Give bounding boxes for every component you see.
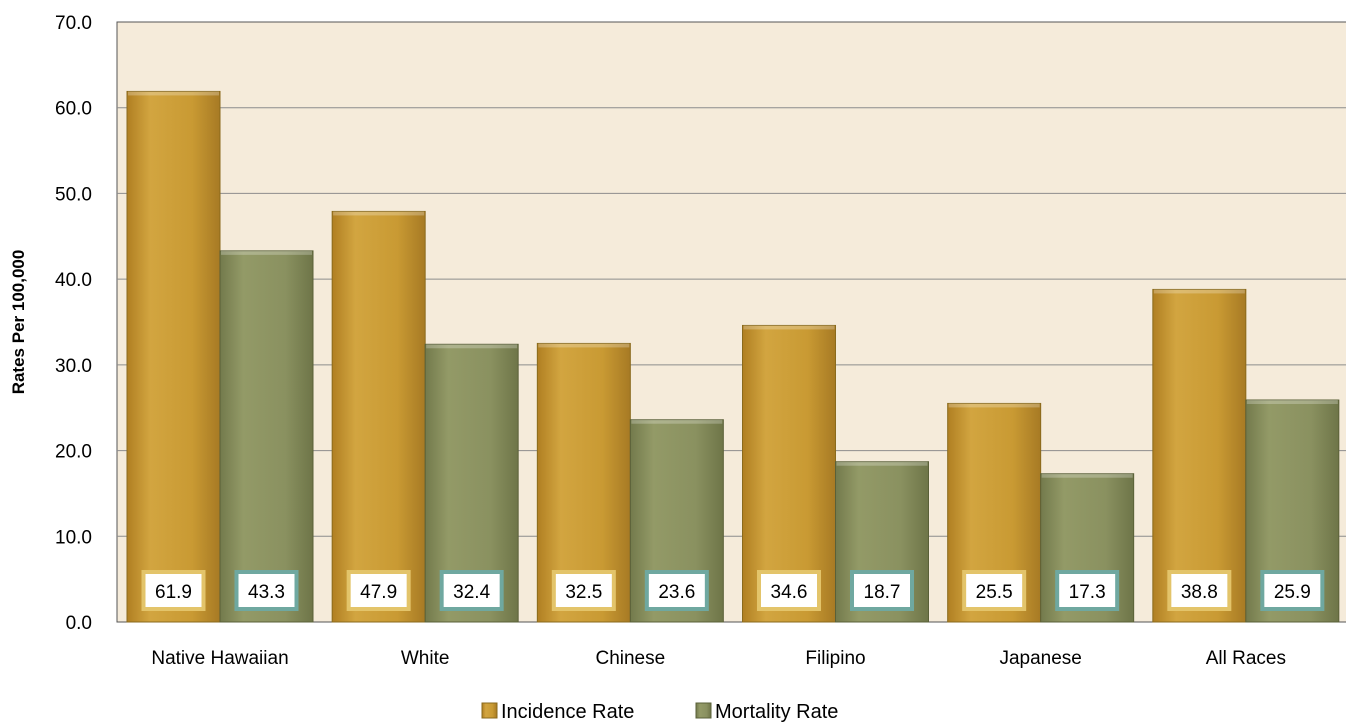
data-label-box xyxy=(1167,570,1232,611)
data-label-box xyxy=(962,570,1027,611)
legend-item-incidence: Incidence Rate xyxy=(481,701,634,723)
x-category-label: All Races xyxy=(1206,648,1286,669)
gridlines xyxy=(117,107,1346,537)
y-axis-ticks: 0.0 10.0 20.0 30.0 40.0 50.0 60.0 70.0 xyxy=(55,13,92,634)
bar-highlight xyxy=(948,403,1040,408)
data-label-box xyxy=(346,570,411,611)
x-category-label: White xyxy=(401,648,450,669)
bar-mortality xyxy=(219,250,314,623)
data-label-box xyxy=(439,570,504,611)
data-label: 38.8 xyxy=(1181,582,1218,603)
y-tick-label: 0.0 xyxy=(66,613,92,634)
bar-highlight xyxy=(128,91,219,96)
data-label-box xyxy=(850,570,914,611)
data-label-box xyxy=(234,570,299,611)
bar-highlight xyxy=(1153,289,1245,294)
bar-highlight xyxy=(1246,400,1338,404)
data-label-box xyxy=(1055,570,1120,611)
data-label: 34.6 xyxy=(771,582,808,603)
bar-highlight xyxy=(426,344,518,349)
data-label-box xyxy=(757,570,821,611)
bar-highlight xyxy=(631,419,723,424)
data-label: 47.9 xyxy=(360,582,397,603)
y-axis-title: Rates Per 100,000 xyxy=(9,250,28,395)
plot-area xyxy=(116,21,1346,623)
legend-item-mortality: Mortality Rate xyxy=(695,701,838,723)
legend-swatch-mortality xyxy=(695,702,712,719)
x-category-label: Native Hawaiian xyxy=(151,648,288,669)
data-label: 32.5 xyxy=(565,582,602,603)
x-category-label: Japanese xyxy=(999,648,1081,669)
bar-highlight xyxy=(221,250,312,255)
y-tick-label: 40.0 xyxy=(55,270,92,291)
data-label: 25.9 xyxy=(1274,582,1311,603)
bar-incidence xyxy=(331,210,426,623)
bar-highlight xyxy=(1041,473,1133,478)
data-label: 23.6 xyxy=(658,582,695,603)
data-label-box xyxy=(644,570,709,611)
y-tick-label: 30.0 xyxy=(55,356,92,377)
data-label: 25.5 xyxy=(976,582,1013,603)
x-axis-categories: Native Hawaiian White Chinese Filipino Japan… xyxy=(151,648,1286,669)
data-labels: 61.9 43.3 47.9 32.4 32.5 23.6 34.6 18.7 25.5 17.3… xyxy=(141,570,1325,611)
data-label: 18.7 xyxy=(864,582,901,603)
legend-swatch-incidence xyxy=(481,702,498,719)
y-tick-label: 60.0 xyxy=(55,99,92,120)
legend: Incidence Rate Mortality Rate xyxy=(481,701,838,723)
x-category-label: Chinese xyxy=(595,648,665,669)
legend-label-mortality: Mortality Rate xyxy=(715,701,838,723)
bar-highlight xyxy=(333,211,425,216)
legend-label-incidence: Incidence Rate xyxy=(501,701,634,723)
bar-incidence xyxy=(126,90,221,623)
bar-highlight xyxy=(836,461,928,466)
x-category-label: Filipino xyxy=(805,648,865,669)
data-label-box xyxy=(1260,570,1325,611)
bar-highlight xyxy=(743,325,835,330)
data-label-box xyxy=(551,570,616,611)
data-label-box xyxy=(141,570,206,611)
data-label: 61.9 xyxy=(155,582,192,603)
data-label: 17.3 xyxy=(1069,582,1106,603)
y-tick-label: 20.0 xyxy=(55,442,92,463)
y-tick-label: 70.0 xyxy=(55,13,92,34)
bar-highlight xyxy=(538,343,630,348)
y-tick-label: 50.0 xyxy=(55,184,92,205)
data-label: 43.3 xyxy=(248,582,285,603)
y-tick-label: 10.0 xyxy=(55,527,92,548)
data-label: 32.4 xyxy=(453,582,490,603)
